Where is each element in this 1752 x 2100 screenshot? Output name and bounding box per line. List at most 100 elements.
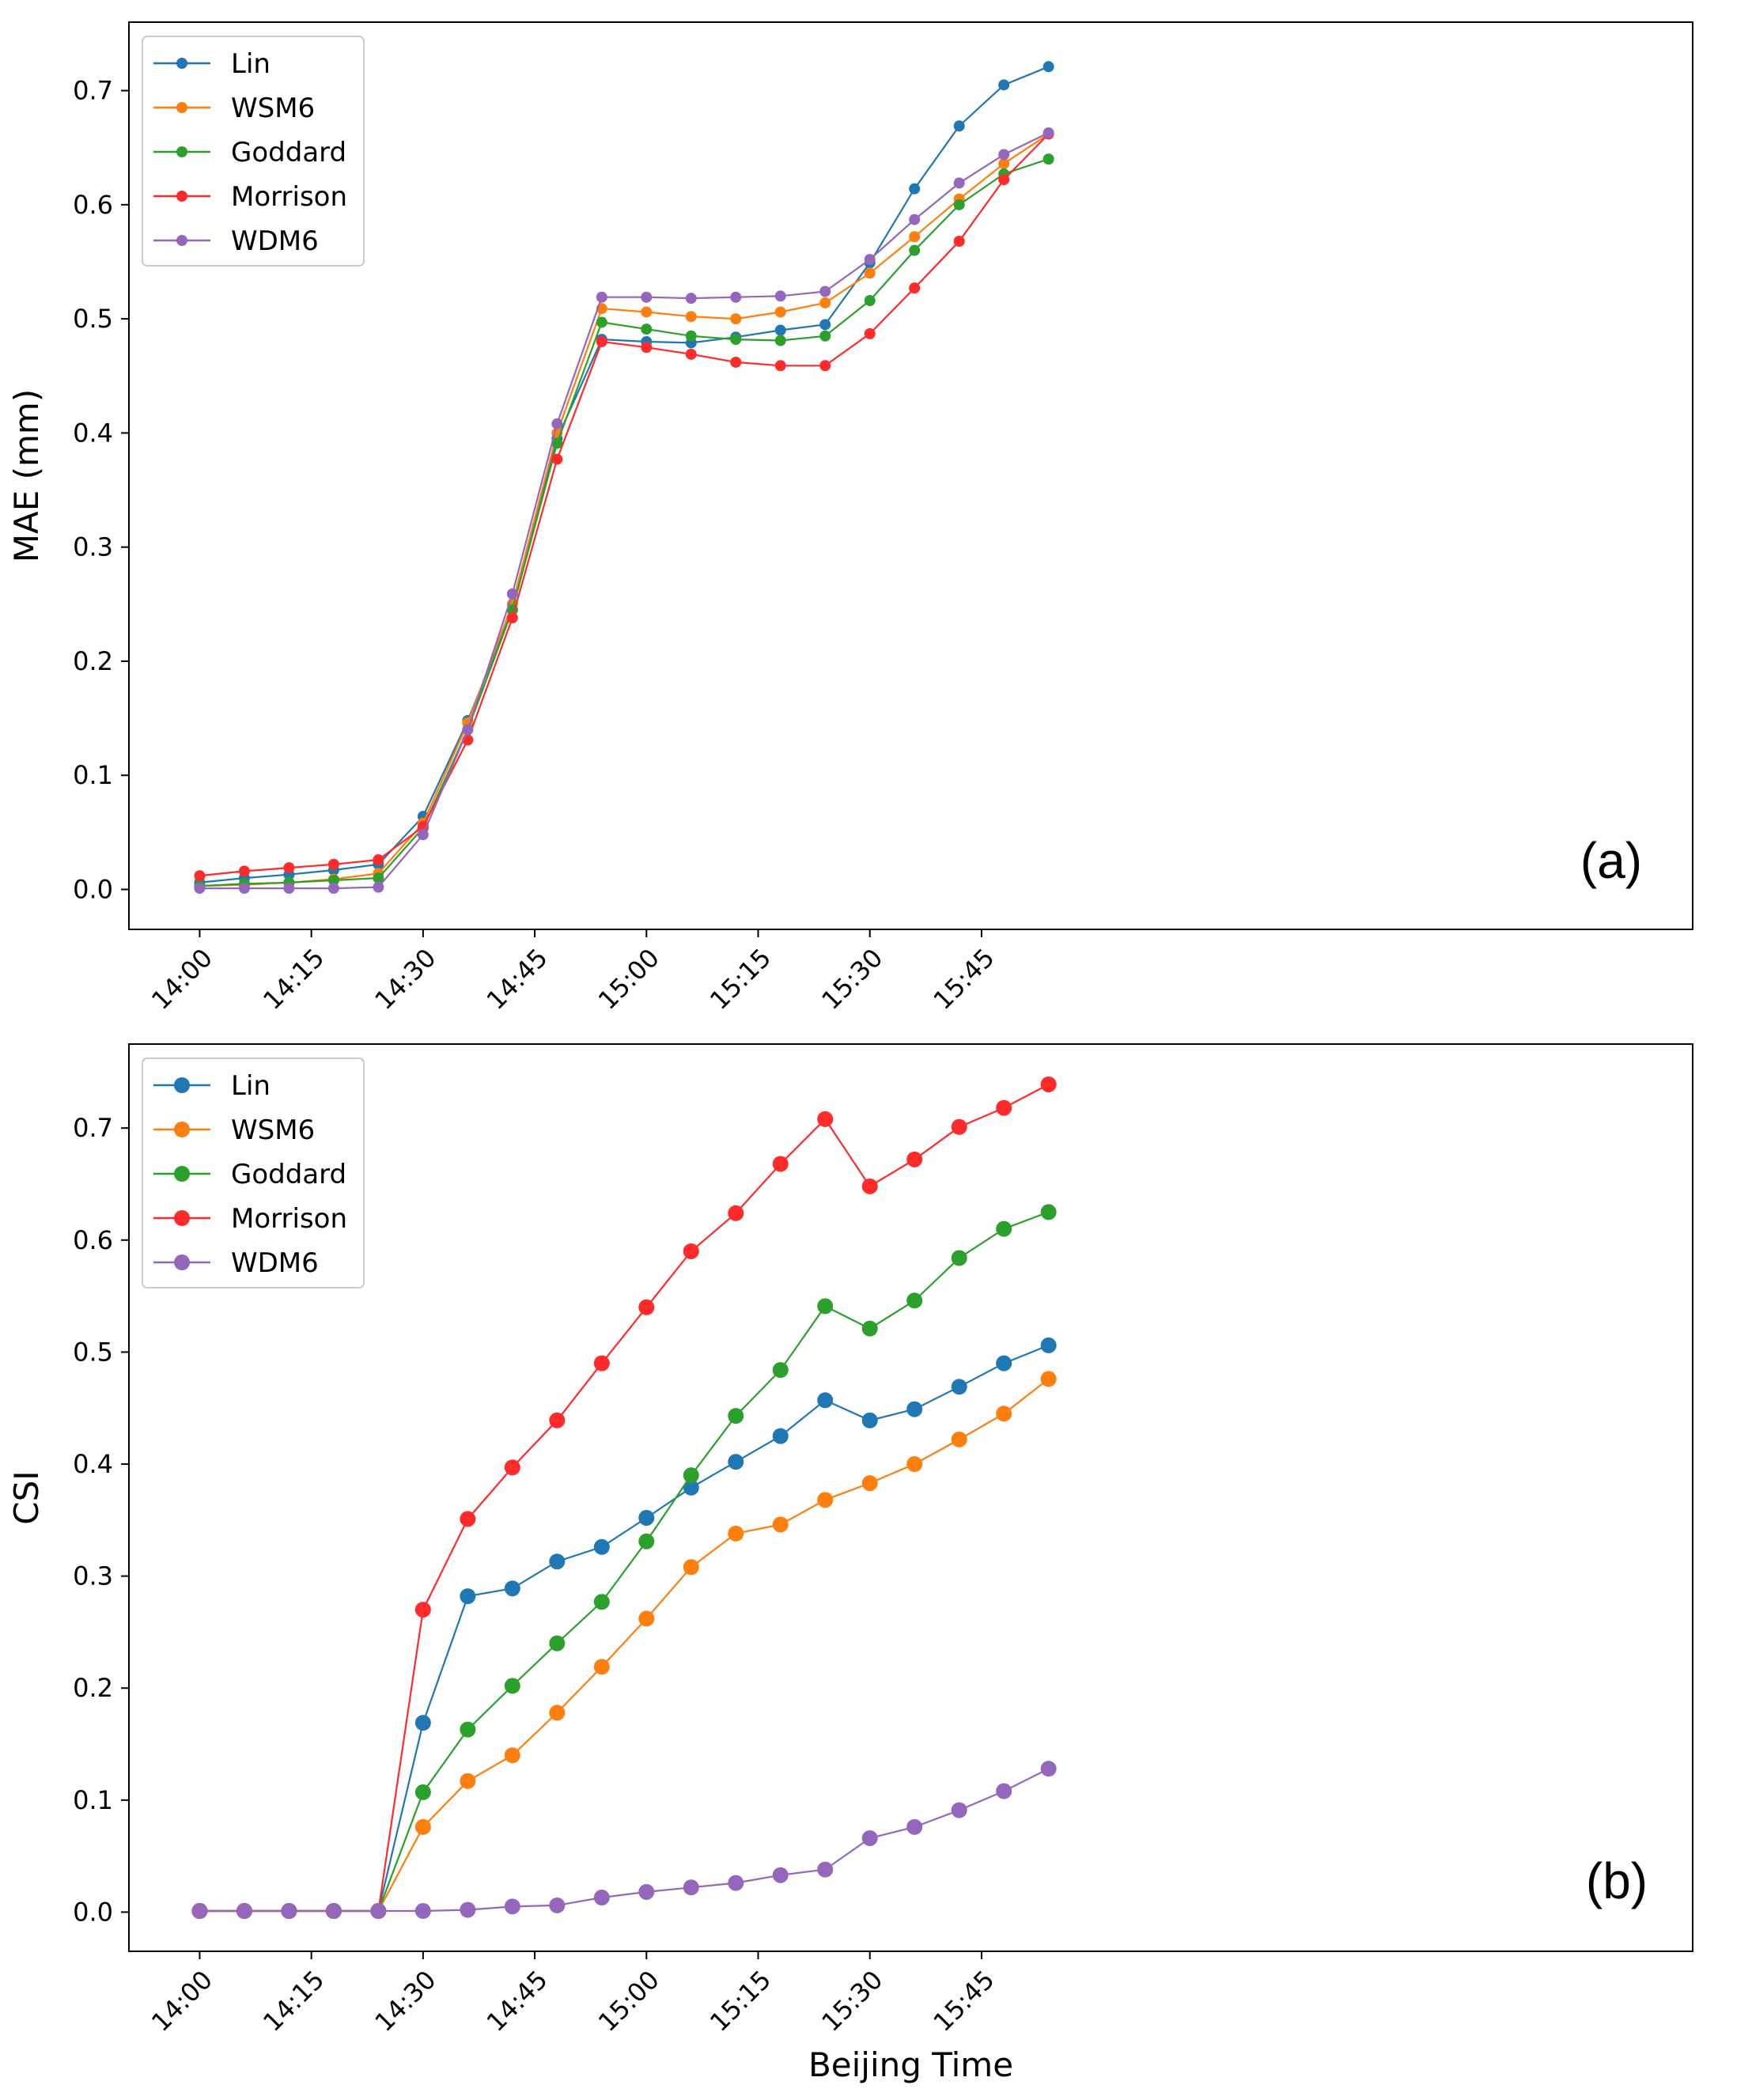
data-point-lin	[817, 1392, 834, 1409]
y-axis-label: MAE (mm)	[7, 389, 46, 562]
data-point-goddard	[460, 1721, 476, 1738]
data-point-wdm6	[593, 1890, 610, 1906]
data-point-morrison	[504, 1459, 520, 1476]
data-point-lin	[819, 319, 831, 331]
x-tick-label: 14:15	[257, 943, 330, 1016]
data-point-goddard	[551, 437, 563, 449]
data-point-goddard	[864, 295, 876, 307]
legend-marker-wdm6	[176, 235, 187, 246]
data-point-goddard	[730, 334, 742, 346]
data-point-morrison	[730, 356, 742, 368]
data-point-goddard	[817, 1298, 834, 1315]
data-point-goddard	[728, 1408, 744, 1425]
data-point-wsm6	[683, 1559, 699, 1576]
data-point-goddard	[909, 244, 921, 256]
y-tick-label: 0.6	[73, 190, 113, 220]
series-wdm6	[191, 1761, 1057, 1920]
y-tick-label: 0.3	[73, 532, 113, 562]
series-line-lin	[199, 66, 1050, 884]
data-point-wdm6	[683, 1879, 699, 1896]
panel-label: (a)	[1580, 832, 1642, 889]
y-tick-label: 0.5	[73, 304, 113, 334]
data-point-goddard	[549, 1635, 566, 1652]
panel-label: (b)	[1586, 1852, 1648, 1909]
data-point-morrison	[327, 858, 339, 870]
data-point-wdm6	[998, 149, 1010, 161]
data-point-goddard	[1042, 153, 1054, 165]
legend: Lin WSM6 Goddard Morrison WDM6	[142, 36, 365, 267]
data-point-wsm6	[819, 297, 831, 308]
series-lin	[194, 61, 1054, 888]
data-point-morrison	[953, 236, 965, 248]
data-point-lin	[953, 120, 965, 132]
x-tick-label: 14:45	[481, 943, 554, 1016]
data-point-morrison	[864, 327, 876, 339]
data-point-goddard	[414, 1784, 431, 1800]
series-morrison	[194, 128, 1054, 882]
data-point-lin	[504, 1580, 520, 1597]
data-point-wdm6	[504, 1898, 520, 1915]
data-point-wdm6	[906, 1818, 923, 1835]
data-point-goddard	[373, 872, 384, 884]
series-line-wdm6	[199, 1768, 1050, 1913]
data-point-wsm6	[549, 1705, 566, 1721]
x-tick-label: 14:30	[369, 1965, 441, 2038]
data-point-wdm6	[730, 291, 742, 303]
y-tick-label: 0.4	[73, 418, 113, 448]
series-wdm6	[194, 127, 1054, 895]
x-tick-label: 15:30	[815, 1965, 888, 2038]
y-tick-label: 0.2	[73, 646, 113, 676]
legend-marker-lin	[174, 1077, 190, 1093]
data-point-wdm6	[951, 1802, 967, 1818]
data-point-goddard	[951, 1250, 967, 1266]
data-point-goddard	[685, 330, 697, 342]
data-point-wsm6	[951, 1431, 967, 1447]
legend-marker-lin	[176, 58, 187, 69]
series-wsm6	[194, 128, 1054, 892]
data-point-goddard	[774, 335, 786, 346]
y-tick-label: 0.0	[73, 1897, 113, 1927]
data-point-wdm6	[772, 1867, 789, 1883]
legend: Lin WSM6 Goddard Morrison WDM6	[142, 1058, 365, 1288]
data-point-morrison	[774, 360, 786, 372]
x-tick-label: 15:00	[592, 1965, 665, 2038]
data-point-wsm6	[998, 157, 1010, 169]
data-point-wsm6	[728, 1525, 744, 1542]
data-point-wdm6	[373, 881, 384, 893]
legend-label-wsm6: WSM6	[231, 93, 315, 124]
data-point-wdm6	[1040, 1761, 1057, 1777]
data-point-morrison	[373, 853, 384, 865]
data-point-wdm6	[414, 1903, 431, 1920]
data-point-morrison	[641, 342, 653, 354]
data-point-morrison	[906, 1151, 923, 1167]
data-point-lin	[906, 1401, 923, 1417]
x-tick-label: 15:30	[815, 943, 888, 1016]
legend-label-morrison: Morrison	[231, 181, 347, 213]
data-point-lin	[638, 1509, 655, 1526]
x-tick-label: 14:30	[369, 943, 441, 1016]
data-point-morrison	[596, 335, 607, 347]
data-point-wdm6	[1042, 127, 1054, 138]
data-point-goddard	[504, 1678, 520, 1694]
y-tick-label: 0.3	[73, 1561, 113, 1591]
data-point-wsm6	[817, 1492, 834, 1508]
data-point-wsm6	[1040, 1371, 1057, 1387]
series-goddard	[191, 1204, 1057, 1920]
x-tick-label: 15:45	[928, 1965, 1001, 2038]
data-point-wsm6	[414, 1818, 431, 1835]
x-tick-label: 15:00	[592, 943, 665, 1016]
series-line-goddard	[199, 1211, 1050, 1913]
data-point-morrison	[238, 865, 250, 877]
data-point-wdm6	[641, 291, 653, 303]
x-axis-label: Beijing Time	[808, 2045, 1013, 2084]
legend-marker-goddard	[174, 1166, 190, 1182]
data-point-wdm6	[506, 588, 518, 600]
data-point-wsm6	[685, 311, 697, 323]
data-point-goddard	[327, 874, 339, 886]
data-point-wdm6	[551, 418, 563, 429]
x-tick-label: 15:15	[704, 1965, 777, 2038]
data-point-wsm6	[909, 231, 921, 243]
data-point-lin	[861, 1412, 878, 1428]
y-tick-label: 0.6	[73, 1225, 113, 1255]
data-point-wdm6	[728, 1875, 744, 1891]
